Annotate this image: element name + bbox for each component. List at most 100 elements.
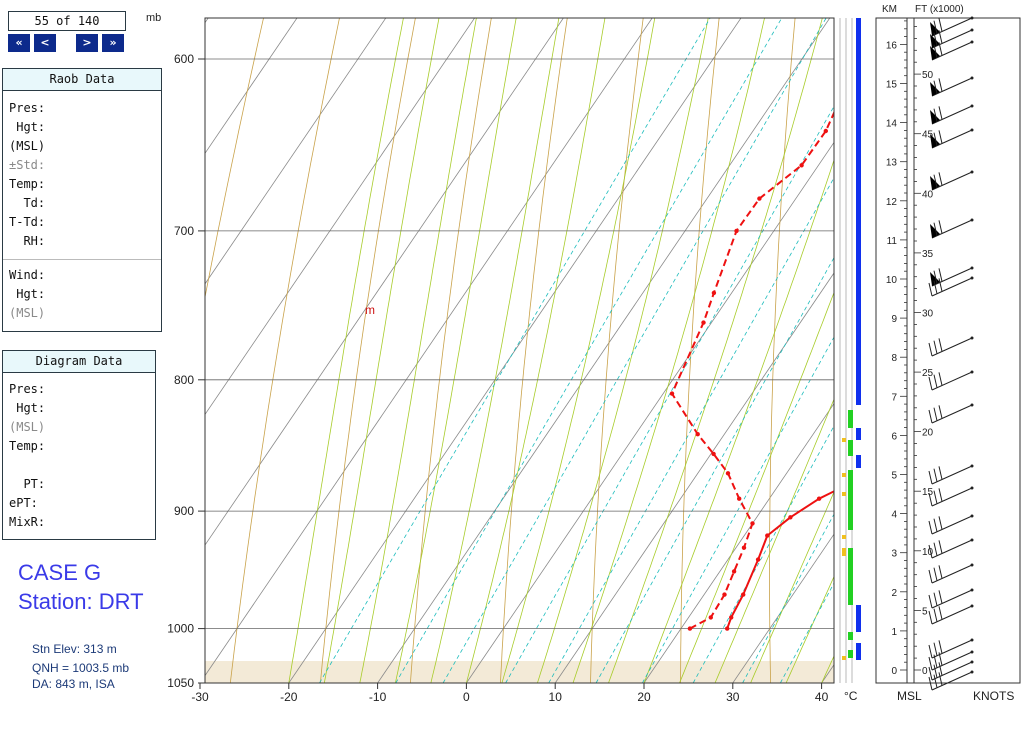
wind-barb <box>931 671 973 691</box>
dewpoint-point <box>725 471 731 476</box>
temperature-tick-label: -10 <box>369 690 387 704</box>
previous-button[interactable]: < <box>34 34 56 52</box>
wind-barb-flag <box>933 642 938 656</box>
wind-barb-flag <box>933 468 938 482</box>
temperature-tick-label: 10 <box>549 690 563 704</box>
pressure-tick-label: 700 <box>174 224 194 238</box>
wind-barb-flag <box>938 268 943 282</box>
dry-adiabat-line <box>500 18 568 683</box>
wind-barb-flag <box>938 516 943 530</box>
wind-barb-dot <box>970 660 974 664</box>
wind-barb-flag <box>933 518 938 532</box>
dewpoint-point <box>708 615 713 620</box>
pressure-tick-label: 800 <box>174 373 194 387</box>
temperature-point <box>765 533 770 538</box>
temperature-tick-label: 20 <box>637 690 651 704</box>
moist-adiabat-line <box>395 18 517 683</box>
next-button[interactable]: > <box>76 34 98 52</box>
dewpoint-point <box>722 592 727 597</box>
ft-tick-label: 20 <box>922 428 934 439</box>
dewpoint-point <box>711 451 716 457</box>
wind-barb-flag <box>938 488 943 502</box>
wind-barb <box>931 171 973 191</box>
dewpoint-point <box>734 228 739 234</box>
diagram-hgt-label: Hgt: <box>9 401 46 415</box>
km-tick-label: 14 <box>886 119 898 130</box>
raob-data-title: Raob Data <box>3 69 161 91</box>
profile-annotation-m: m <box>365 303 375 317</box>
dewpoint-point <box>823 128 828 134</box>
wind-barb-flag <box>938 338 943 352</box>
dewpoint-point <box>750 521 755 526</box>
wind-barb-flag <box>938 278 943 292</box>
last-button[interactable]: » <box>102 34 124 52</box>
raob-hgt-label: Hgt: <box>9 120 46 134</box>
wind-barb-flag <box>928 376 933 391</box>
record-counter: 55 of 140 <box>8 11 126 31</box>
wind-barb-flag <box>933 108 938 122</box>
wind-barb-flag <box>938 18 943 32</box>
raob-ttd-label: T-Td: <box>9 215 46 229</box>
stability-segment-green <box>848 650 853 658</box>
moist-adiabat-line <box>359 18 477 683</box>
wind-barb-flag <box>938 130 943 144</box>
wind-barb-flag <box>928 520 933 535</box>
wind-barb-dot <box>970 128 974 132</box>
isotherm-line <box>288 18 742 683</box>
wind-barb-flag <box>938 565 943 579</box>
wind-barb-flag <box>928 544 933 559</box>
stability-segment-green <box>848 632 853 640</box>
wind-barb-flag <box>928 666 933 681</box>
wind-barb-flag <box>938 466 943 480</box>
km-tick-label: 0 <box>891 666 897 677</box>
temperature-point <box>729 615 734 620</box>
stability-marker-yellow <box>842 552 846 556</box>
wind-barb-dot <box>970 276 974 280</box>
wind-barb-pennant <box>930 176 940 190</box>
temperature-tick-label: 30 <box>726 690 740 704</box>
isotherm-line <box>205 18 476 416</box>
wind-barb-dot <box>970 650 974 654</box>
raob-data-panel: Raob Data Pres: Hgt: (MSL) ±Std: Temp: T… <box>2 68 162 332</box>
dewpoint-point <box>711 290 717 296</box>
stability-segment-blue <box>856 428 861 440</box>
wind-barb-flag <box>938 590 943 604</box>
stability-segment-blue <box>856 18 861 405</box>
moist-adiabat-line <box>572 18 765 683</box>
wind-barb-dot <box>970 670 974 674</box>
wind-barb-flag <box>928 492 933 507</box>
first-button[interactable]: « <box>8 34 30 52</box>
wind-barb-flag <box>928 409 933 424</box>
ft-tick-label: 15 <box>922 487 934 498</box>
dry-adiabat-line <box>769 18 796 683</box>
wind-barb-flag <box>933 674 938 688</box>
stability-segment-blue <box>856 455 861 468</box>
wind-barb-flag <box>938 172 943 186</box>
wind-barb-flag <box>933 340 938 354</box>
wind-barb <box>931 539 973 559</box>
wind-barb-flag <box>938 640 943 654</box>
wind-barb-flag <box>938 30 943 44</box>
diagram-pt-label: PT: <box>9 477 46 491</box>
wind-barb <box>931 515 973 535</box>
wind-barb-dot <box>970 336 974 340</box>
dry-adiabat-line <box>205 18 264 300</box>
dry-adiabat-line <box>590 18 644 683</box>
mixing-ratio-line <box>319 18 711 683</box>
km-tick-label: 6 <box>891 431 897 442</box>
isotherm-line <box>0 0 1024 683</box>
wind-barb <box>931 651 973 671</box>
station-label: Station: DRT <box>18 589 144 614</box>
isotherm-line <box>205 18 298 155</box>
dry-adiabat-line <box>229 18 340 683</box>
msl-label: MSL <box>897 689 922 703</box>
dewpoint-point <box>741 545 747 550</box>
wind-barb-flag <box>938 220 943 234</box>
wind-barb <box>931 337 973 357</box>
moist-adiabat-line <box>288 18 404 683</box>
pressure-tick-label: 900 <box>174 504 194 518</box>
isotherm-line <box>0 0 1024 683</box>
wind-barb-dot <box>970 266 974 270</box>
pressure-tick-label: 600 <box>174 52 194 66</box>
